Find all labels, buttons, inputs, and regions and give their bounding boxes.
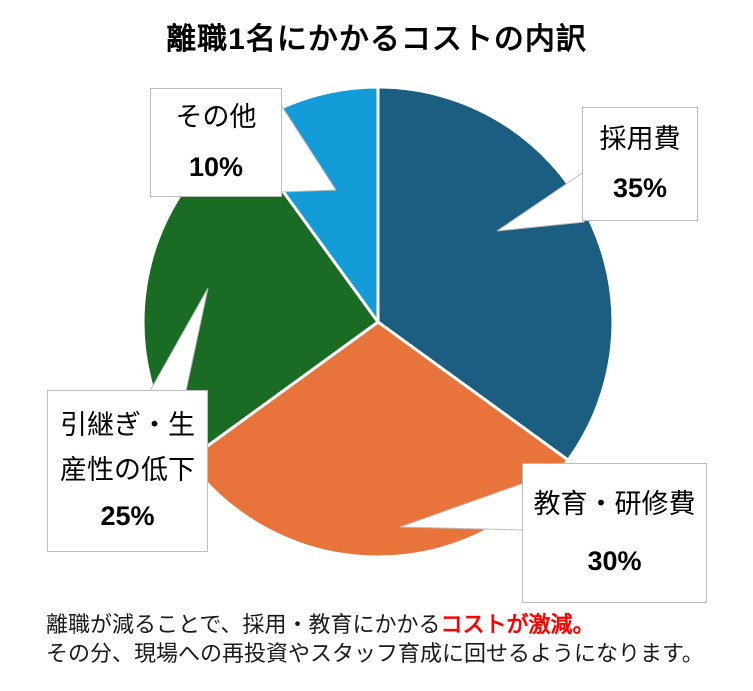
callout-handover: 引継ぎ・生産性の低下 25% bbox=[47, 390, 208, 552]
callout-percent: 10% bbox=[188, 151, 244, 182]
footer-line2: その分、現場への再投資やスタッフ育成に回せるようになります。 bbox=[46, 641, 704, 666]
callout-label: その他 bbox=[175, 102, 257, 133]
callout-training: 教育・研修費 30% bbox=[522, 463, 707, 603]
footer-line1-normal: 離職が減ることで、採用・教育にかかる bbox=[46, 612, 441, 637]
callout-other: その他 10% bbox=[150, 88, 282, 197]
footer-line1-highlight: コストが激減。 bbox=[440, 612, 595, 637]
footer-text: 離職が減ることで、採用・教育にかかるコストが激減。その分、現場への再投資やスタッ… bbox=[46, 610, 736, 668]
callout-label: 教育・研修費 bbox=[533, 489, 696, 520]
chart-title: 離職1名にかかるコストの内訳 bbox=[166, 23, 587, 56]
callout-percent: 35% bbox=[612, 173, 668, 203]
callout-label: 引継ぎ・生産性の低下 bbox=[60, 409, 195, 486]
callout-label: 採用費 bbox=[599, 123, 681, 154]
callout-recruiting: 採用費 35% bbox=[582, 107, 698, 221]
callout-percent: 25% bbox=[100, 500, 155, 531]
callout-percent: 30% bbox=[587, 546, 642, 576]
